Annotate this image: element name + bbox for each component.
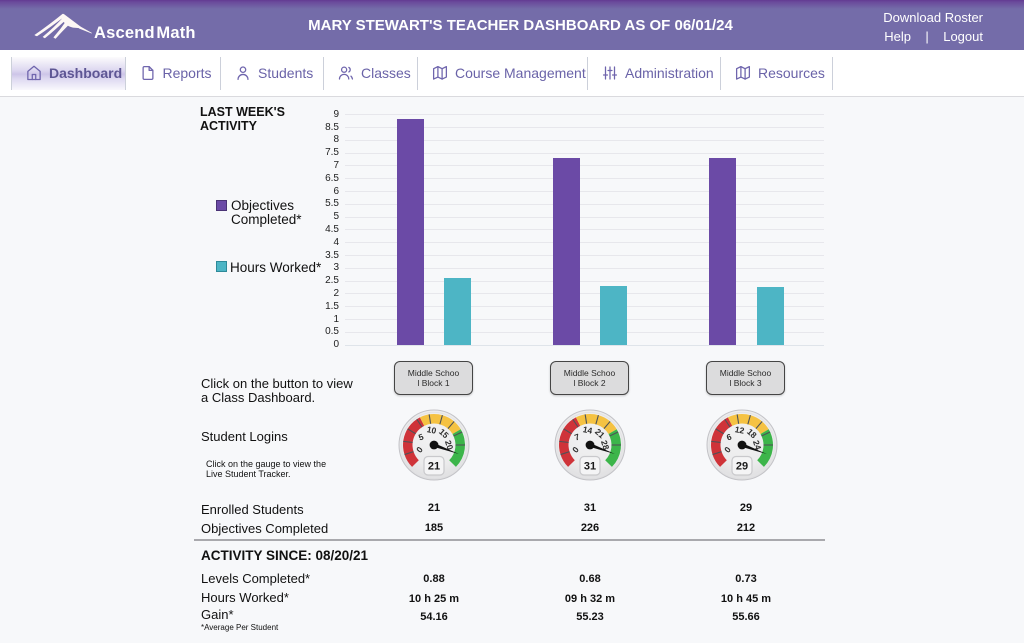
svg-text:21: 21: [428, 460, 440, 472]
svg-text:29: 29: [736, 460, 748, 472]
svg-text:0: 0: [722, 444, 733, 454]
svg-text:0: 0: [414, 444, 425, 454]
svg-text:20: 20: [443, 439, 455, 451]
svg-text:28: 28: [599, 439, 611, 451]
svg-text:6: 6: [725, 431, 733, 442]
svg-text:10: 10: [426, 424, 438, 436]
svg-text:14: 14: [582, 424, 594, 436]
svg-text:24: 24: [751, 439, 763, 451]
svg-text:7: 7: [573, 431, 581, 442]
svg-text:0: 0: [570, 444, 581, 454]
svg-text:5: 5: [417, 431, 425, 442]
svg-text:31: 31: [584, 460, 596, 472]
svg-text:12: 12: [734, 424, 746, 436]
